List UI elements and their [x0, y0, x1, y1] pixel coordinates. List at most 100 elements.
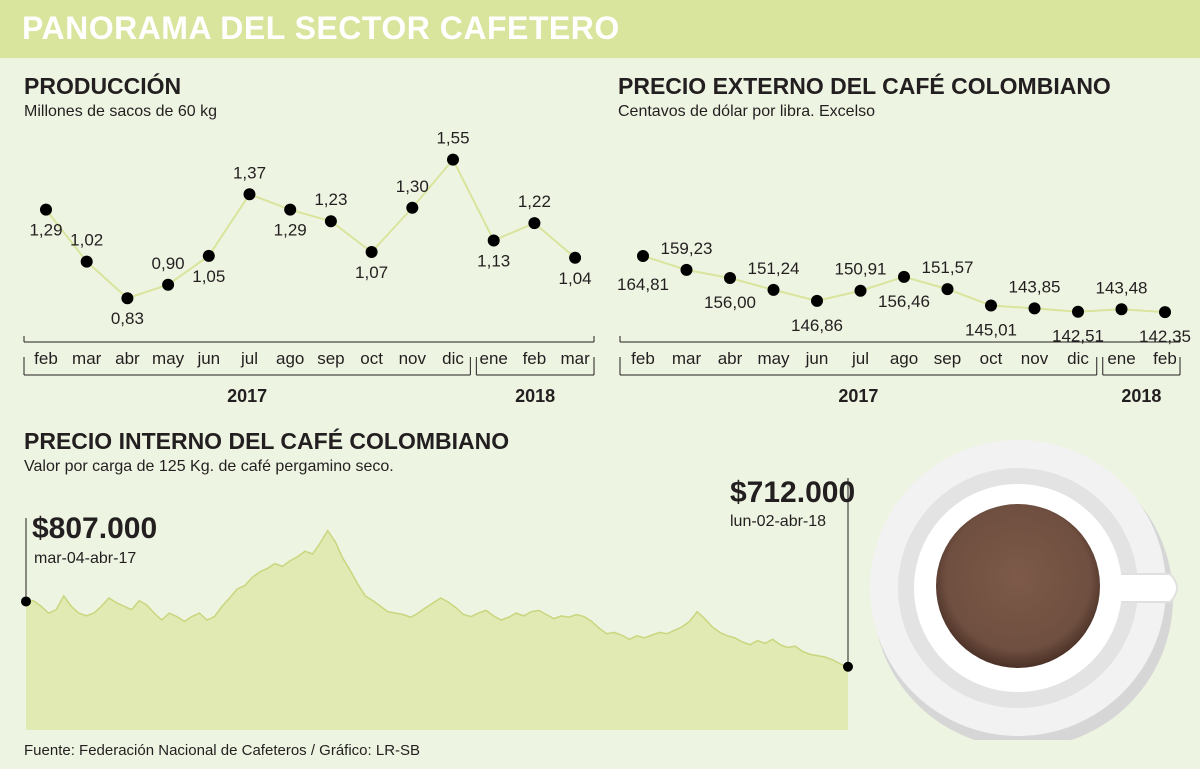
external-data-label: 159,23: [661, 239, 713, 258]
production-year-label: 2017: [227, 386, 267, 406]
external-data-label: 156,46: [878, 292, 930, 311]
internal-price-title: PRECIO INTERNO DEL CAFÉ COLOMBIANO: [24, 428, 510, 454]
production-point: [202, 249, 215, 262]
production-tick-label: mar: [72, 349, 102, 368]
production-tick-label: may: [152, 349, 185, 368]
external-point: [1159, 306, 1171, 319]
production-subtitle: Millones de sacos de 60 kg: [24, 103, 217, 120]
external-data-label: 156,00: [704, 293, 756, 312]
production-tick-label: dic: [442, 349, 464, 368]
external-tick-label: may: [757, 349, 790, 368]
production-data-label: 1,13: [477, 251, 510, 270]
start-price-value: $807.000: [32, 512, 158, 545]
external-tick-label: dic: [1067, 349, 1089, 368]
production-data-label: 1,30: [396, 177, 429, 196]
external-data-label: 164,81: [617, 275, 669, 294]
production-data-label: 0,83: [111, 309, 144, 328]
external-price-chart: 164,81 159,23 156,00 151,24 146,86 150,91 156,…: [617, 239, 1191, 406]
coffee-cup-illustration: [870, 440, 1178, 740]
production-tick-label: sep: [317, 349, 344, 368]
production-point: [324, 215, 337, 228]
production-data-label: 0,90: [152, 254, 185, 273]
external-data-label: 142,51: [1052, 327, 1104, 346]
external-tick-label: feb: [631, 349, 655, 368]
external-point: [941, 283, 954, 296]
production-data-label: 1,22: [518, 192, 551, 211]
internal-price-chart: [21, 478, 853, 730]
production-data-label: 1,23: [314, 190, 347, 209]
external-tick-label: feb: [1153, 349, 1177, 368]
external-point: [724, 272, 736, 284]
production-point: [121, 292, 134, 305]
page-title: PANORAMA DEL SECTOR CAFETERO: [22, 10, 620, 46]
external-data-label: 143,85: [1009, 277, 1061, 296]
production-tick-label: jun: [196, 349, 220, 368]
production-data-label: 1,07: [355, 263, 388, 282]
production-point: [162, 278, 175, 291]
external-price-subtitle: Centavos de dólar por libra. Excelso: [618, 103, 876, 120]
production-tick-label: nov: [399, 349, 427, 368]
end-price-value: $712.000: [730, 476, 856, 509]
production-point: [40, 203, 52, 216]
external-point: [1072, 305, 1084, 318]
external-data-label: 142,35: [1139, 327, 1191, 346]
external-tick-label: oct: [980, 349, 1003, 368]
start-price-date: mar-04-abr-17: [34, 550, 137, 567]
external-point: [767, 283, 780, 296]
production-tick-label: mar: [560, 349, 590, 368]
internal-price-area: [26, 530, 848, 730]
production-series-line: [45, 157, 576, 300]
external-data-label: 146,86: [791, 316, 843, 335]
production-tick-label: feb: [523, 349, 547, 368]
production-tick-label: jul: [240, 349, 258, 368]
production-tick-label: abr: [115, 349, 140, 368]
external-tick-label: mar: [672, 349, 702, 368]
production-data-label: 1,05: [192, 267, 225, 286]
production-data-label: 1,04: [559, 269, 592, 288]
production-point: [243, 188, 256, 201]
external-tick-label: sep: [934, 349, 961, 368]
external-data-label: 151,24: [748, 259, 800, 278]
production-title: PRODUCCIÓN: [24, 73, 182, 99]
source-note: Fuente: Federación Nacional de Cafeteros…: [24, 742, 421, 759]
production-point: [569, 251, 582, 264]
external-tick-label: jul: [851, 349, 869, 368]
production-point: [487, 234, 500, 247]
external-data-label: 150,91: [835, 260, 887, 279]
production-data-label: 1,02: [70, 231, 103, 250]
external-year-label: 2017: [838, 386, 878, 406]
end-price-date: lun-02-abr-18: [730, 513, 827, 530]
title-banner: PANORAMA DEL SECTOR CAFETERO: [0, 0, 1200, 58]
production-point: [80, 255, 93, 268]
end-price-point: [843, 661, 853, 672]
external-point: [898, 270, 910, 283]
external-point: [985, 299, 997, 312]
external-tick-label: ene: [1107, 349, 1135, 368]
external-point: [1115, 303, 1128, 316]
production-point: [528, 217, 541, 230]
start-price-point: [21, 596, 31, 607]
external-tick-label: jun: [805, 349, 829, 368]
production-point: [365, 246, 378, 259]
external-year-label: 2018: [1121, 386, 1161, 406]
external-tick-label: abr: [718, 349, 743, 368]
production-tick-label: ago: [276, 349, 304, 368]
external-data-label: 143,48: [1096, 278, 1148, 297]
external-point: [811, 294, 823, 307]
production-point: [447, 153, 459, 166]
external-data-label: 151,57: [922, 258, 974, 277]
production-data-label: 1,29: [29, 221, 62, 240]
external-point: [854, 284, 867, 297]
external-tick-label: ago: [890, 349, 918, 368]
external-price-title: PRECIO EXTERNO DEL CAFÉ COLOMBIANO: [618, 73, 1111, 99]
production-point: [406, 201, 419, 214]
external-tick-label: nov: [1021, 349, 1049, 368]
external-point: [1028, 302, 1041, 315]
production-tick-label: ene: [480, 349, 508, 368]
internal-price-subtitle: Valor por carga de 125 Kg. de café perga…: [24, 458, 394, 475]
production-data-label: 1,55: [436, 129, 469, 148]
external-data-label: 145,01: [965, 320, 1017, 339]
production-data-label: 1,29: [274, 221, 307, 240]
external-point: [680, 263, 693, 276]
